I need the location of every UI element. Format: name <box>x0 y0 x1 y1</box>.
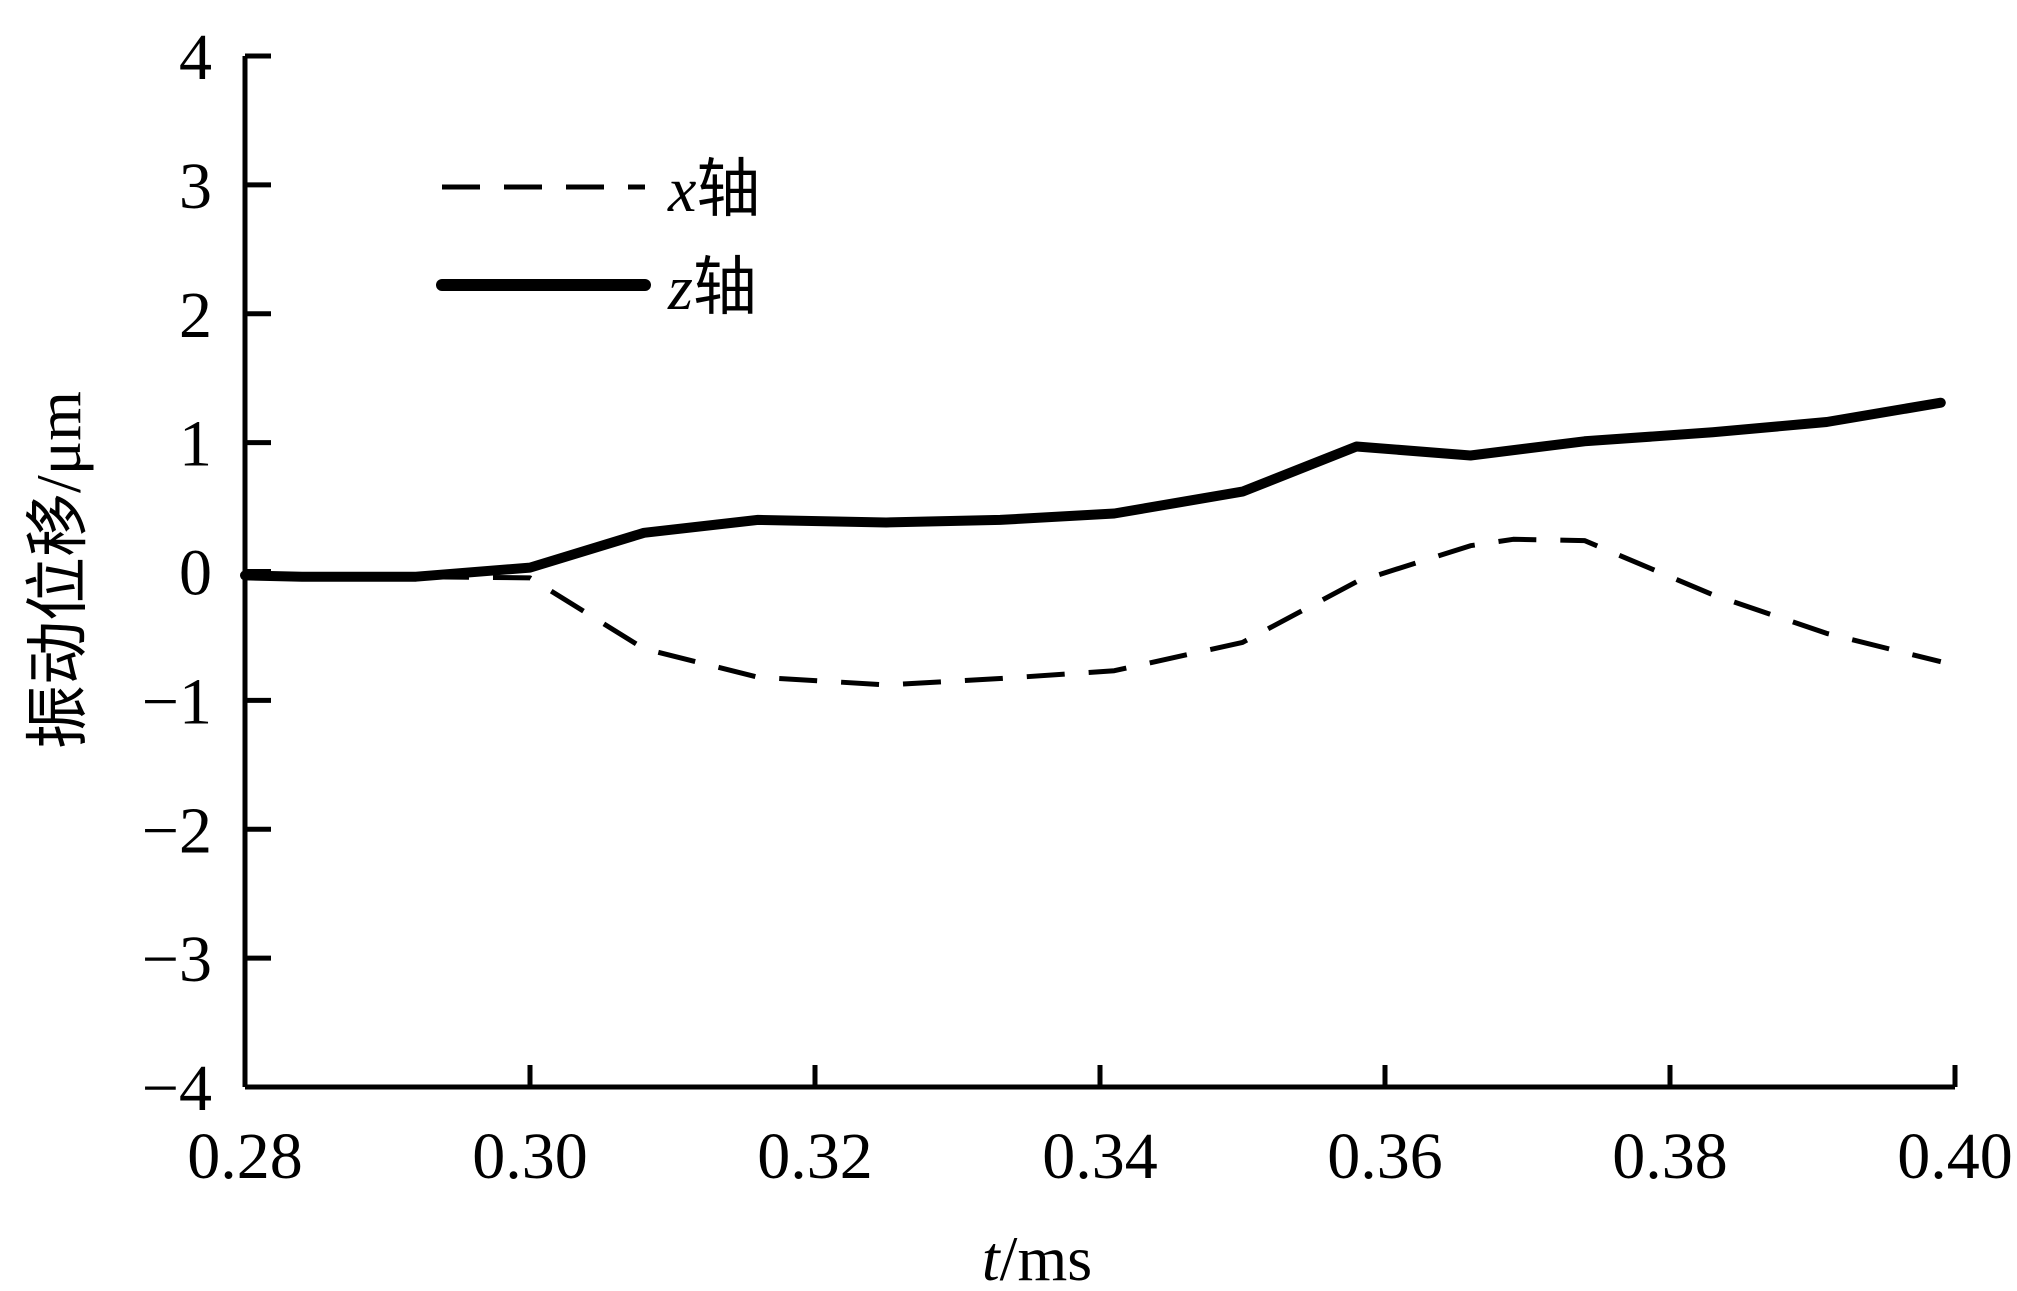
y-tick-label: −1 <box>142 665 212 738</box>
legend-label-x: x轴 <box>667 154 760 225</box>
y-tick-label: 0 <box>179 537 212 610</box>
y-tick-label: 3 <box>179 150 212 223</box>
series-line-z <box>240 397 1946 582</box>
y-tick-label: 1 <box>179 408 212 481</box>
x-tick-label: 0.28 <box>187 1120 303 1193</box>
x-tick-label: 0.38 <box>1612 1120 1728 1193</box>
legend-label-z: z轴 <box>667 252 757 323</box>
series-line-x <box>245 536 1942 688</box>
legend: x轴 z轴 <box>436 154 760 323</box>
x-tick-label: 0.30 <box>472 1120 588 1193</box>
y-tick-label: 2 <box>179 279 212 352</box>
y-tick-label: −3 <box>142 923 212 996</box>
y-ticks: 4 3 2 1 0 −1 −2 −3 −4 <box>142 21 271 1125</box>
y-tick-label: 4 <box>179 21 212 94</box>
y-tick-label: −4 <box>142 1052 212 1125</box>
x-tick-label: 0.34 <box>1042 1120 1158 1193</box>
x-tick-label: 0.32 <box>757 1120 873 1193</box>
x-tick-label: 0.40 <box>1897 1120 2013 1193</box>
series-layer <box>240 397 1946 688</box>
x-tick-label: 0.36 <box>1327 1120 1443 1193</box>
x-axis-title: t/ms <box>982 1223 1092 1291</box>
y-tick-label: −2 <box>142 794 212 867</box>
x-ticks: 0.28 0.30 0.32 0.34 0.36 0.38 0.40 <box>187 1065 2013 1193</box>
y-axis-title: 振动位移/μm <box>23 391 94 749</box>
